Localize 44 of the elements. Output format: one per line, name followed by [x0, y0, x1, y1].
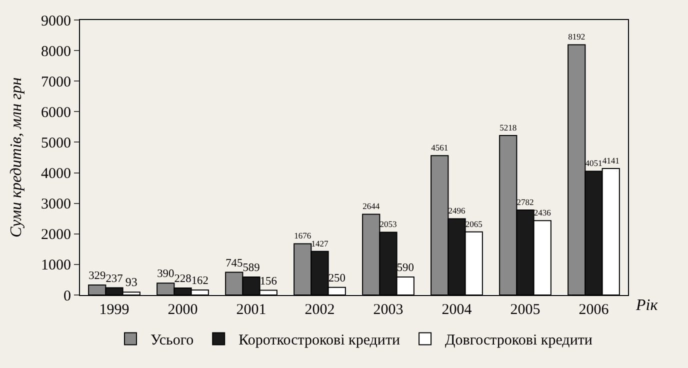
data-label: 156: [260, 275, 278, 288]
x-tick-label: 2000: [168, 302, 198, 318]
data-label: 4051: [585, 158, 602, 168]
x-axis-title: Рік: [635, 297, 658, 314]
data-label: 745: [226, 257, 243, 270]
data-label: 2496: [448, 206, 466, 216]
y-tick-label: 7000: [41, 74, 71, 90]
data-label: 237: [106, 272, 124, 285]
x-tick-label: 2006: [578, 302, 610, 318]
legend-label: Усього: [150, 332, 194, 349]
data-label: 4141: [602, 155, 620, 166]
data-label: 162: [191, 275, 209, 288]
legend-label: Короткострокові кредити: [238, 332, 400, 349]
data-label: 228: [174, 273, 192, 286]
data-label: 589: [242, 262, 260, 274]
y-axis-title: Суми кредитів, млн грн: [8, 77, 25, 238]
x-tick-label: 2003: [373, 302, 404, 318]
data-label: 590: [396, 262, 414, 274]
y-tick-label: 3000: [41, 196, 71, 213]
x-tick-label: 2005: [510, 302, 540, 318]
data-label: 2782: [516, 196, 534, 207]
data-label: 4561: [431, 142, 448, 152]
data-label: 390: [157, 268, 174, 280]
data-label: 2053: [380, 219, 397, 230]
y-tick-label: 2000: [41, 227, 71, 244]
y-tick-label: 5000: [41, 135, 71, 152]
y-tick-label: 9000: [41, 13, 71, 30]
y-tick-label: 0: [64, 288, 71, 304]
y-tick-label: 6000: [41, 104, 71, 121]
y-tick-label: 1000: [41, 258, 71, 274]
data-label: 329: [88, 270, 106, 282]
data-label: 8192: [568, 32, 586, 42]
y-tick-label: 8000: [41, 44, 71, 60]
legend-label: Довгострокові кредити: [445, 332, 592, 349]
data-label: 1427: [311, 238, 330, 248]
data-label: 1676: [294, 230, 312, 241]
x-tick-label: 2002: [304, 302, 335, 318]
x-tick-label: 1999: [99, 302, 130, 318]
x-tick-label: 2004: [442, 302, 472, 318]
x-tick-label: 2001: [236, 302, 266, 318]
data-label: 93: [125, 275, 138, 290]
y-tick-label: 4000: [41, 166, 71, 182]
data-label: 5218: [500, 122, 517, 132]
data-label: 2644: [362, 201, 380, 212]
